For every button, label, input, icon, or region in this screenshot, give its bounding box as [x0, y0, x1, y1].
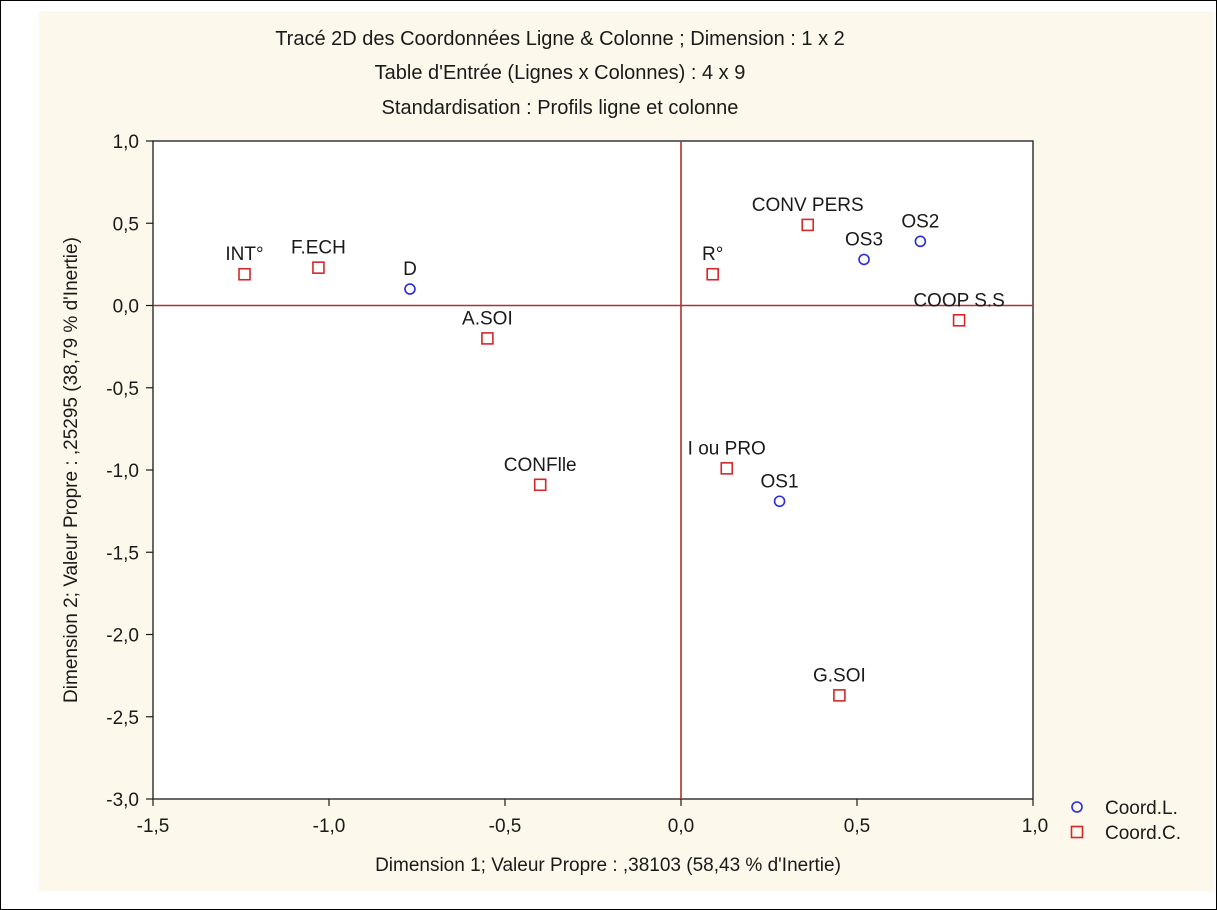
- point-label-r: R°: [702, 244, 723, 265]
- point-col-coop-s-s: [952, 314, 966, 327]
- point-label-conflle: CONFlle: [504, 455, 577, 476]
- point-row-d: [404, 283, 416, 295]
- point-col-g-soi: [833, 689, 846, 702]
- legend-label: Coord.C.: [1105, 823, 1181, 844]
- chart-title-line-2: Table d'Entrée (Lignes x Colonnes) : 4 x…: [375, 62, 746, 84]
- point-label-d: D: [403, 259, 417, 280]
- y-tick-label: 0,0: [113, 297, 139, 318]
- point-col-conv-pers: [801, 218, 815, 232]
- point-label-os1: OS1: [761, 471, 799, 492]
- y-tick-label: -0,5: [106, 379, 139, 400]
- point-col-r: [706, 267, 719, 281]
- x-tick-label: 0,5: [844, 816, 870, 837]
- point-label-f-ech: F.ECH: [291, 238, 346, 259]
- plot-area: [152, 140, 1034, 800]
- point-label-os3: OS3: [845, 229, 883, 250]
- point-label-conv-pers: CONV PERS: [752, 195, 864, 216]
- point-col-i-ou-pro: [720, 462, 734, 475]
- y-tick-label: -1,5: [106, 543, 139, 564]
- point-row-os2: [914, 235, 927, 248]
- y-tick-label: 0,5: [113, 214, 139, 235]
- y-axis-label: Dimension 2; Valeur Propre : ,25295 (38,…: [61, 237, 82, 703]
- y-tick-label: 1,0: [113, 132, 139, 153]
- point-label-i-ou-pro: I ou PRO: [688, 438, 766, 459]
- x-tick-label: -1,5: [137, 816, 170, 837]
- point-col-int: [238, 267, 251, 281]
- y-tick-label: -1,0: [106, 461, 139, 482]
- legend-marker-square: [1070, 825, 1084, 839]
- y-tick-label: -2,5: [106, 708, 139, 729]
- point-label-a-soi: A.SOI: [462, 308, 513, 329]
- point-col-conflle: [533, 478, 547, 492]
- y-tick-label: -3,0: [106, 790, 139, 811]
- x-tick-label: 0,0: [668, 816, 694, 837]
- point-row-os3: [858, 253, 870, 266]
- x-tick-label: 1,0: [1022, 816, 1048, 837]
- point-label-os2: OS2: [901, 211, 939, 232]
- x-tick-label: -1,0: [313, 816, 346, 837]
- point-label-g-soi: G.SOI: [813, 665, 866, 686]
- x-axis-label: Dimension 1; Valeur Propre : ,38103 (58,…: [375, 855, 841, 876]
- point-col-f-ech: [312, 261, 325, 274]
- point-col-a-soi: [481, 332, 494, 345]
- legend-marker-circle: [1071, 801, 1083, 813]
- point-label-coop-s-s: COOP S.S: [913, 290, 1005, 311]
- legend-label: Coord.L.: [1105, 798, 1178, 819]
- y-tick-label: -2,0: [106, 626, 139, 647]
- x-tick-label: -0,5: [489, 816, 522, 837]
- chart-title-line-3: Standardisation : Profils ligne et colon…: [382, 97, 739, 119]
- point-row-os1: [773, 495, 786, 508]
- point-label-int: INT°: [225, 244, 263, 265]
- chart-title-line-1: Tracé 2D des Coordonnées Ligne & Colonne…: [275, 28, 845, 50]
